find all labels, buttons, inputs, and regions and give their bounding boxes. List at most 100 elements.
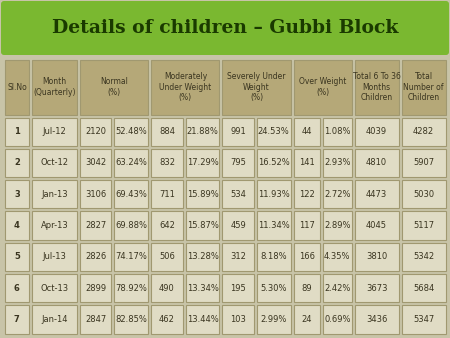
Text: Oct-13: Oct-13 (40, 284, 69, 293)
Text: 5907: 5907 (413, 159, 434, 167)
FancyBboxPatch shape (1, 1, 449, 55)
FancyBboxPatch shape (323, 180, 351, 208)
FancyBboxPatch shape (4, 305, 29, 334)
FancyBboxPatch shape (32, 180, 77, 208)
Text: 832: 832 (159, 159, 175, 167)
FancyBboxPatch shape (151, 180, 183, 208)
Text: 82.85%: 82.85% (116, 315, 147, 324)
FancyBboxPatch shape (257, 118, 291, 146)
Text: 795: 795 (230, 159, 246, 167)
FancyBboxPatch shape (186, 180, 220, 208)
Text: Jan-14: Jan-14 (41, 315, 68, 324)
FancyBboxPatch shape (222, 59, 291, 115)
Text: 459: 459 (230, 221, 246, 230)
FancyBboxPatch shape (4, 59, 29, 115)
FancyBboxPatch shape (401, 118, 446, 146)
FancyBboxPatch shape (323, 211, 351, 240)
FancyBboxPatch shape (323, 149, 351, 177)
Text: 17.29%: 17.29% (187, 159, 218, 167)
Text: 3106: 3106 (85, 190, 107, 199)
Text: Jan-13: Jan-13 (41, 190, 68, 199)
FancyBboxPatch shape (4, 118, 29, 146)
Text: 2899: 2899 (85, 284, 106, 293)
Text: Apr-13: Apr-13 (41, 221, 68, 230)
Text: 312: 312 (230, 252, 246, 261)
FancyBboxPatch shape (151, 243, 183, 271)
FancyBboxPatch shape (80, 211, 112, 240)
Text: 74.17%: 74.17% (116, 252, 147, 261)
FancyBboxPatch shape (151, 118, 183, 146)
FancyBboxPatch shape (80, 149, 112, 177)
Text: 63.24%: 63.24% (116, 159, 147, 167)
FancyBboxPatch shape (80, 118, 112, 146)
Text: 89: 89 (302, 284, 312, 293)
FancyBboxPatch shape (293, 305, 320, 334)
Text: 11.34%: 11.34% (258, 221, 289, 230)
Text: 13.28%: 13.28% (187, 252, 219, 261)
Text: 490: 490 (159, 284, 175, 293)
FancyBboxPatch shape (151, 149, 183, 177)
FancyBboxPatch shape (293, 59, 351, 115)
FancyBboxPatch shape (222, 211, 254, 240)
FancyBboxPatch shape (222, 274, 254, 302)
FancyBboxPatch shape (80, 243, 112, 271)
Text: Jul-12: Jul-12 (43, 127, 67, 136)
Text: 3673: 3673 (366, 284, 387, 293)
Text: Sl.No: Sl.No (7, 82, 27, 92)
Text: 4.35%: 4.35% (324, 252, 351, 261)
Text: 642: 642 (159, 221, 175, 230)
Text: 8.18%: 8.18% (261, 252, 287, 261)
FancyBboxPatch shape (114, 274, 148, 302)
FancyBboxPatch shape (222, 180, 254, 208)
Text: 166: 166 (299, 252, 315, 261)
FancyBboxPatch shape (222, 243, 254, 271)
Text: 13.34%: 13.34% (187, 284, 219, 293)
Text: 2847: 2847 (85, 315, 107, 324)
FancyBboxPatch shape (323, 118, 351, 146)
Text: 3: 3 (14, 190, 20, 199)
FancyBboxPatch shape (293, 118, 320, 146)
Text: 44: 44 (302, 127, 312, 136)
FancyBboxPatch shape (32, 305, 77, 334)
FancyBboxPatch shape (323, 274, 351, 302)
FancyBboxPatch shape (293, 211, 320, 240)
FancyBboxPatch shape (32, 274, 77, 302)
FancyBboxPatch shape (222, 118, 254, 146)
Text: Over Weight
(%): Over Weight (%) (299, 77, 346, 97)
FancyBboxPatch shape (151, 59, 220, 115)
Text: 534: 534 (230, 190, 246, 199)
Text: 5117: 5117 (413, 221, 434, 230)
FancyBboxPatch shape (323, 305, 351, 334)
Text: 117: 117 (299, 221, 315, 230)
FancyBboxPatch shape (114, 243, 148, 271)
Text: 2120: 2120 (86, 127, 106, 136)
Text: 1: 1 (14, 127, 20, 136)
FancyBboxPatch shape (114, 118, 148, 146)
FancyBboxPatch shape (401, 180, 446, 208)
Text: 2.89%: 2.89% (324, 221, 351, 230)
Text: 4282: 4282 (413, 127, 434, 136)
Text: 5342: 5342 (413, 252, 434, 261)
Text: 4810: 4810 (366, 159, 387, 167)
Text: 5684: 5684 (413, 284, 434, 293)
Text: 4045: 4045 (366, 221, 387, 230)
Text: 5.30%: 5.30% (261, 284, 287, 293)
Text: 3436: 3436 (366, 315, 387, 324)
FancyBboxPatch shape (114, 180, 148, 208)
FancyBboxPatch shape (151, 274, 183, 302)
FancyBboxPatch shape (80, 305, 112, 334)
FancyBboxPatch shape (401, 59, 446, 115)
FancyBboxPatch shape (32, 243, 77, 271)
FancyBboxPatch shape (32, 118, 77, 146)
FancyBboxPatch shape (222, 305, 254, 334)
Text: 2.93%: 2.93% (324, 159, 351, 167)
Text: 13.44%: 13.44% (187, 315, 218, 324)
FancyBboxPatch shape (114, 305, 148, 334)
Text: 2827: 2827 (85, 221, 107, 230)
FancyBboxPatch shape (32, 59, 77, 115)
Text: 1.08%: 1.08% (324, 127, 351, 136)
FancyBboxPatch shape (355, 59, 399, 115)
FancyBboxPatch shape (257, 243, 291, 271)
Text: 2.42%: 2.42% (324, 284, 351, 293)
Text: 122: 122 (299, 190, 315, 199)
